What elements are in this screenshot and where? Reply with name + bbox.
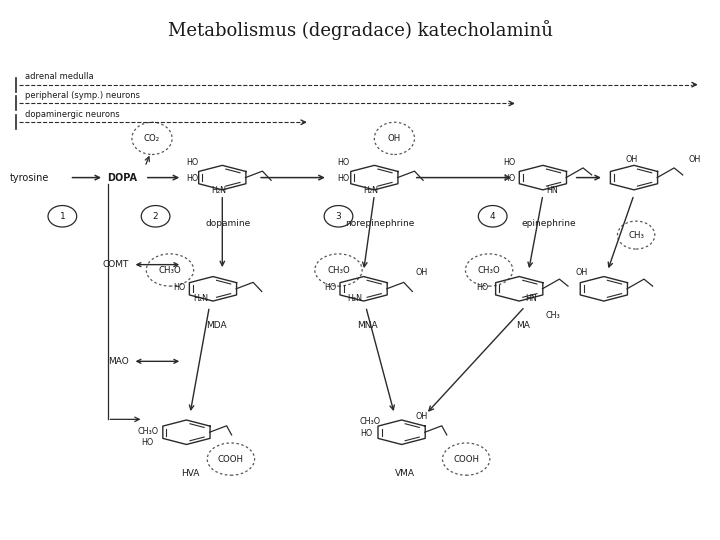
Text: CH₃O: CH₃O — [138, 427, 159, 436]
Text: H₂N: H₂N — [347, 294, 362, 303]
Text: CH₃: CH₃ — [545, 311, 559, 320]
Text: HVA: HVA — [181, 469, 199, 478]
Text: COMT: COMT — [103, 260, 129, 269]
Text: Metabolismus (degradace) katecholaminů: Metabolismus (degradace) katecholaminů — [168, 20, 552, 40]
Text: HO: HO — [503, 158, 516, 167]
Text: MAO: MAO — [108, 357, 129, 366]
Text: VMA: VMA — [395, 469, 415, 478]
Text: 2: 2 — [153, 212, 158, 221]
Text: DOPA: DOPA — [107, 173, 138, 183]
Text: H₂N: H₂N — [364, 186, 379, 195]
Text: HO: HO — [186, 158, 199, 167]
Text: HO: HO — [476, 283, 488, 292]
Text: COOH: COOH — [453, 455, 479, 464]
Text: HN: HN — [525, 294, 536, 303]
Text: OH: OH — [688, 156, 701, 164]
Text: CO₂: CO₂ — [144, 134, 160, 143]
Text: HO: HO — [503, 174, 516, 183]
Text: HO: HO — [174, 283, 186, 292]
Text: HO: HO — [337, 158, 349, 167]
Text: CH₃O: CH₃O — [478, 266, 500, 274]
Text: dopaminergic neurons: dopaminergic neurons — [25, 110, 120, 118]
Text: HO: HO — [337, 174, 349, 183]
Text: OH: OH — [575, 268, 588, 277]
Text: CH₃O: CH₃O — [158, 266, 181, 274]
Text: OH: OH — [626, 156, 638, 164]
Text: OH: OH — [416, 268, 428, 277]
Text: HN: HN — [546, 186, 558, 195]
Text: tyrosine: tyrosine — [10, 173, 50, 183]
Text: OH: OH — [416, 411, 428, 421]
Text: peripheral (symp.) neurons: peripheral (symp.) neurons — [25, 91, 140, 100]
Text: H₂N: H₂N — [211, 186, 226, 195]
Text: CH₃O: CH₃O — [360, 417, 381, 426]
Text: HO: HO — [360, 429, 372, 438]
Text: OH: OH — [388, 134, 401, 143]
Text: HO: HO — [186, 174, 199, 183]
Text: MNA: MNA — [357, 321, 377, 330]
Text: CH₃O: CH₃O — [327, 266, 350, 274]
Text: COOH: COOH — [218, 455, 244, 464]
Text: H₂N: H₂N — [194, 294, 209, 303]
Text: MDA: MDA — [206, 321, 227, 330]
Text: norepinephrine: norepinephrine — [346, 219, 415, 228]
Text: epinephrine: epinephrine — [521, 219, 576, 228]
Text: dopamine: dopamine — [205, 219, 251, 228]
Text: 3: 3 — [336, 212, 341, 221]
Text: CH₃: CH₃ — [628, 231, 644, 240]
Text: MA: MA — [516, 321, 530, 330]
Text: adrenal medulla: adrenal medulla — [25, 72, 94, 81]
Text: 4: 4 — [490, 212, 495, 221]
Text: 1: 1 — [60, 212, 66, 221]
Text: HO: HO — [324, 283, 336, 292]
Text: HO: HO — [141, 438, 153, 448]
